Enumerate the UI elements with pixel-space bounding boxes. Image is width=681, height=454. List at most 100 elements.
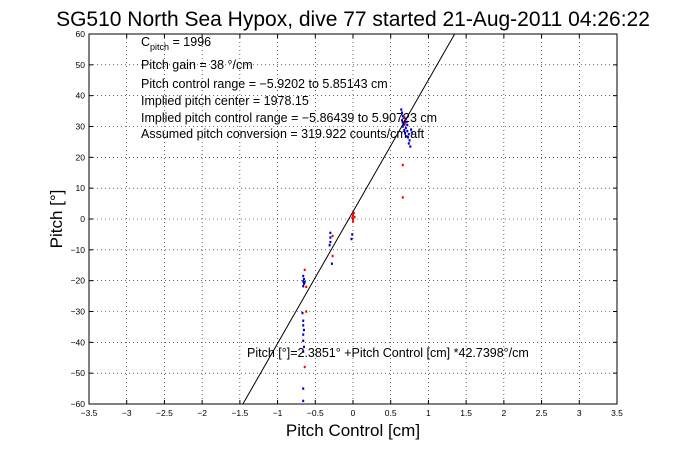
x-tick-label: 3.5 <box>611 408 623 418</box>
y-tick-label: 30 <box>76 122 86 132</box>
data-point-red <box>305 285 308 289</box>
data-point-blue <box>302 280 305 283</box>
data-point-blue <box>401 125 404 128</box>
annotation-control-range: Pitch control range = −5.9202 to 5.85143… <box>141 77 388 91</box>
data-point-blue <box>410 128 413 131</box>
data-point-blue <box>404 126 407 130</box>
y-tick-label: −60 <box>71 399 86 409</box>
annotation-cpitch: Cpitch = 1996 <box>141 35 211 52</box>
data-point-blue <box>302 282 305 285</box>
y-tick-label: 10 <box>76 183 86 193</box>
x-tick-label: 2.5 <box>536 408 548 418</box>
y-tick-label: 0 <box>80 214 85 224</box>
data-point-blue <box>401 121 404 124</box>
data-point-blue <box>301 311 304 315</box>
data-point-red <box>331 254 334 258</box>
fit-equation-label: Pitch [°]=2.3851° +Pitch Control [cm] *4… <box>247 346 529 360</box>
data-point-blue <box>407 136 410 139</box>
data-point-red <box>404 122 407 125</box>
x-tick-label: 3 <box>577 408 582 418</box>
x-tick-label: −2 <box>197 408 207 418</box>
data-point-blue <box>403 129 406 132</box>
data-point-blue <box>407 142 410 145</box>
annotation-implied-center: Implied pitch center = 1978.15 <box>141 94 309 108</box>
y-tick-label: −30 <box>71 307 86 317</box>
data-point-blue <box>329 236 332 239</box>
data-point-blue <box>400 108 403 111</box>
data-point-red <box>352 214 354 217</box>
data-point-blue <box>302 277 305 281</box>
data-point-blue <box>330 262 333 265</box>
data-point-red <box>352 217 354 221</box>
x-tick-label: 1 <box>426 408 431 418</box>
data-point-blue <box>351 233 354 236</box>
x-tick-label: 2 <box>501 408 506 418</box>
data-point-blue <box>403 123 406 126</box>
data-point-blue <box>350 237 353 241</box>
data-point-blue <box>401 119 404 122</box>
chart-title: SG510 North Sea Hypox, dive 77 started 2… <box>56 8 650 31</box>
data-point-blue <box>302 274 305 278</box>
data-point-blue <box>328 244 331 247</box>
data-point-blue <box>329 240 332 244</box>
data-point-red <box>303 365 306 369</box>
annotation-gain: Pitch gain = 38 °/cm <box>141 58 253 72</box>
data-point-red <box>305 310 308 313</box>
data-point-blue <box>401 114 404 117</box>
data-point-red <box>303 268 306 272</box>
data-point-blue <box>302 333 305 336</box>
data-point-blue <box>408 139 411 142</box>
y-tick-label: 50 <box>76 60 86 70</box>
data-point-blue <box>401 111 404 114</box>
data-point-blue <box>302 324 305 327</box>
data-point-red <box>353 215 356 219</box>
y-tick-label: 40 <box>76 91 86 101</box>
data-point-blue <box>302 387 305 390</box>
x-tick-label: 0.5 <box>385 408 397 418</box>
data-point-blue <box>407 133 410 136</box>
y-tick-label: −10 <box>71 245 86 255</box>
annotation-cpitch-value: = 1996 <box>169 35 211 49</box>
data-point-blue <box>329 231 332 235</box>
x-tick-label: −2.5 <box>156 408 173 418</box>
x-tick-label: −3.5 <box>81 408 98 418</box>
data-point-blue <box>302 345 305 349</box>
data-points <box>301 108 413 403</box>
fit-line <box>242 33 456 405</box>
data-point-blue <box>406 129 409 133</box>
y-tick-label: −50 <box>71 368 86 378</box>
data-point-red <box>331 234 334 238</box>
data-point-blue <box>302 350 305 353</box>
data-point-red <box>352 211 355 215</box>
data-point-blue <box>404 132 407 135</box>
data-point-blue <box>410 131 413 134</box>
data-point-blue <box>302 285 305 288</box>
annotation-cpitch-prefix: C <box>141 35 150 49</box>
data-point-blue <box>302 319 305 322</box>
data-point-blue <box>303 281 306 284</box>
plot-frame <box>88 33 618 405</box>
y-tick-label: −40 <box>71 337 86 347</box>
data-point-blue <box>302 399 305 403</box>
x-tick-label: 0 <box>351 408 356 418</box>
data-point-blue <box>409 145 412 148</box>
x-tick-label: −1.5 <box>231 408 248 418</box>
y-tick-label: −20 <box>71 276 86 286</box>
axis-ticks: −3.5 −3 −2.5 −2 −1.5 −1 −0.5 0 0.5 1 1.5 2 2.5 3 3.5 −6… <box>71 29 624 418</box>
data-point-red <box>401 196 404 199</box>
data-point-blue <box>406 123 409 127</box>
y-tick-label: 60 <box>76 29 86 39</box>
x-axis-label: Pitch Control [cm] <box>286 421 420 440</box>
x-tick-label: 1.5 <box>460 408 472 418</box>
data-point-blue <box>405 120 408 124</box>
y-tick-label: 20 <box>76 152 86 162</box>
x-tick-label: −3 <box>122 408 132 418</box>
annotation-conversion: Assumed pitch conversion = 319.922 count… <box>141 127 425 141</box>
x-tick-label: −1 <box>273 408 283 418</box>
y-axis-label: Pitch [°] <box>47 190 66 249</box>
data-point-red <box>351 216 354 219</box>
data-point-red <box>403 116 406 119</box>
data-point-blue <box>302 339 305 342</box>
data-point-blue <box>302 328 305 332</box>
